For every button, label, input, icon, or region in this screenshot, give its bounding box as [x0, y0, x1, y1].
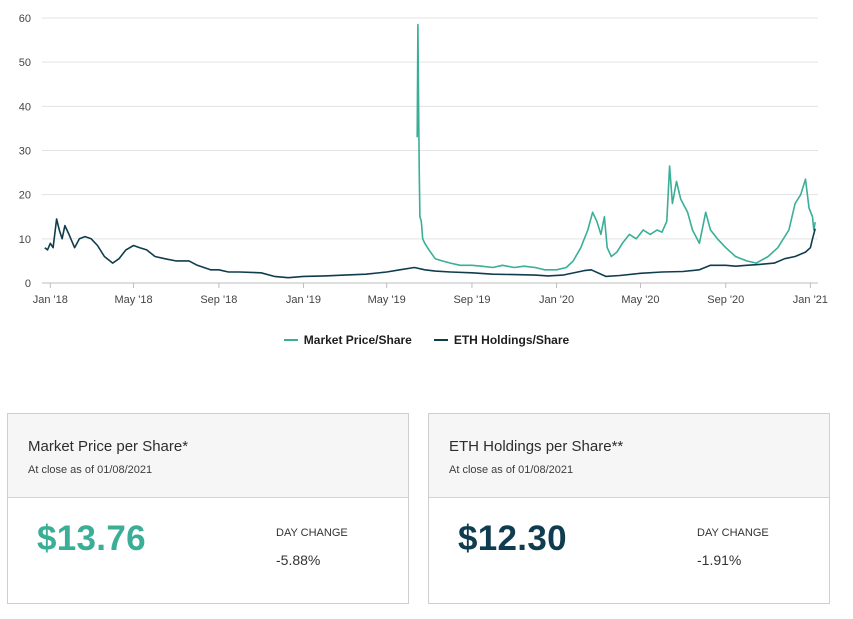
x-tick-label: Sep '18: [200, 294, 237, 306]
y-tick-label: 0: [25, 278, 31, 290]
card-subtitle: At close as of 01/08/2021: [28, 464, 153, 476]
legend-swatch-eth-holdings: [433, 339, 448, 341]
day-change-value: -5.88%: [276, 552, 321, 568]
card-title: ETH Holdings per Share**: [449, 438, 624, 455]
legend-label-eth-holdings: ETH Holdings/Share: [453, 333, 570, 347]
day-change-value: -1.91%: [697, 552, 742, 568]
market-price-card: Market Price per Share* At close as of 0…: [7, 413, 409, 604]
x-tick-label: Jan '19: [286, 294, 321, 306]
legend-label-market-price: Market Price/Share: [303, 333, 412, 347]
day-change-label: DAY CHANGE: [276, 527, 348, 539]
card-body: $12.30 DAY CHANGE -1.91%: [429, 498, 829, 602]
chart-series: [44, 23, 816, 279]
market-price-value: $13.76: [37, 519, 146, 558]
x-tick-label: Sep '19: [453, 294, 490, 306]
x-tick-label: Jan '20: [539, 294, 574, 306]
chart-gridlines: [42, 17, 818, 284]
card-title: Market Price per Share*: [28, 438, 189, 455]
card-subtitle: At close as of 01/08/2021: [449, 464, 574, 476]
eth-holdings-card: ETH Holdings per Share** At close as of …: [428, 413, 830, 604]
y-tick-label: 50: [19, 57, 31, 69]
x-tick-label: May '18: [114, 294, 152, 306]
x-tick-label: May '20: [621, 294, 659, 306]
y-tick-label: 10: [19, 234, 31, 246]
x-tick-label: May '19: [368, 294, 406, 306]
x-axis-ticks: Jan '18 May '18 Sep '18 Jan '19 May '19 Sep '…: [33, 283, 828, 306]
x-tick-label: Sep '20: [707, 294, 744, 306]
x-tick-label: Jan '18: [33, 294, 68, 306]
y-tick-label: 40: [19, 101, 31, 113]
x-tick-label: Jan '21: [793, 294, 828, 306]
legend-swatch-market-price: [283, 339, 298, 341]
y-tick-label: 30: [19, 146, 31, 158]
card-body: $13.76 DAY CHANGE -5.88%: [8, 498, 408, 602]
y-axis-ticks: 0 10 20 30 40 50 60: [19, 13, 31, 290]
y-tick-label: 60: [19, 13, 31, 25]
day-change-label: DAY CHANGE: [697, 527, 769, 539]
eth-holdings-value: $12.30: [458, 519, 567, 558]
legend-item-eth-holdings[interactable]: ETH Holdings/Share: [433, 333, 570, 347]
y-tick-label: 20: [19, 190, 31, 202]
series-line-eth-holdings: [44, 218, 816, 279]
card-header: ETH Holdings per Share** At close as of …: [429, 414, 829, 498]
card-header: Market Price per Share* At close as of 0…: [8, 414, 408, 498]
chart-legend: Market Price/Share ETH Holdings/Share: [0, 333, 853, 347]
series-line-market-price: [416, 23, 816, 271]
legend-item-market-price[interactable]: Market Price/Share: [283, 333, 412, 347]
